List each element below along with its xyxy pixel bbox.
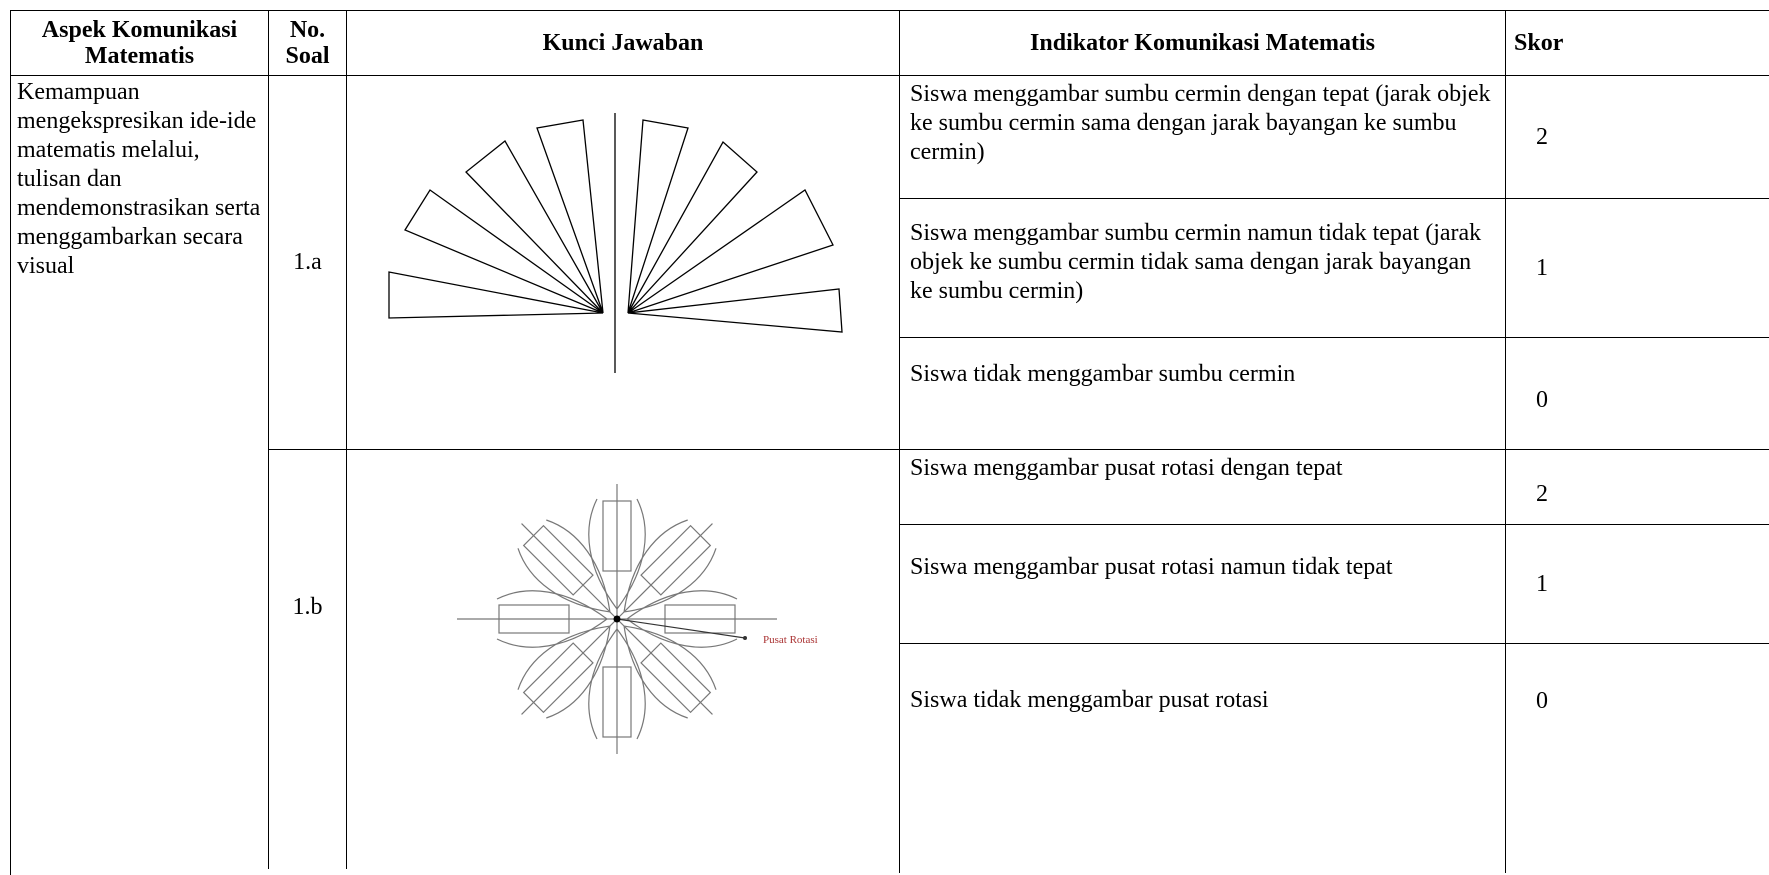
header-cell: Aspek Komunikasi Matematis: [10, 10, 268, 75]
header-cell: Indikator Komunikasi Matematis: [899, 10, 1505, 75]
figure-label: Pusat Rotasi: [763, 634, 818, 646]
score: 2: [1505, 75, 1769, 198]
score: 1: [1505, 198, 1769, 337]
indicator: Siswa menggambar pusat rotasi dengan tep…: [899, 449, 1505, 524]
mirror-figure: [388, 113, 843, 373]
score: 1: [1505, 524, 1769, 643]
score: 0: [1505, 337, 1769, 449]
indicator: Siswa menggambar sumbu cermin namun tida…: [899, 198, 1505, 337]
figure-cell: [346, 449, 899, 869]
figure-cell: [346, 75, 899, 449]
header-cell: Skor: [1505, 10, 1769, 75]
question-number: 1.a: [268, 75, 346, 449]
figures: Pusat Rotasi: [388, 113, 843, 754]
indicator: Siswa tidak menggambar sumbu cermin: [899, 337, 1505, 449]
aspect-cell: Kemampuan mengekspresikan ide-ide matema…: [10, 75, 268, 875]
indicator: Siswa tidak menggambar pusat rotasi: [899, 643, 1505, 873]
header-cell: Kunci Jawaban: [346, 10, 899, 75]
question-number: 1.b: [268, 449, 346, 869]
header-cell: No. Soal: [268, 10, 346, 75]
score: 2: [1505, 449, 1769, 524]
rotation-figure: [457, 484, 777, 754]
indicator: Siswa menggambar sumbu cermin dengan tep…: [899, 75, 1505, 198]
page: Aspek Komunikasi Matematis No. Soal Kunc…: [10, 10, 1769, 875]
score: 0: [1505, 643, 1769, 873]
indicator: Siswa menggambar pusat rotasi namun tida…: [899, 524, 1505, 643]
